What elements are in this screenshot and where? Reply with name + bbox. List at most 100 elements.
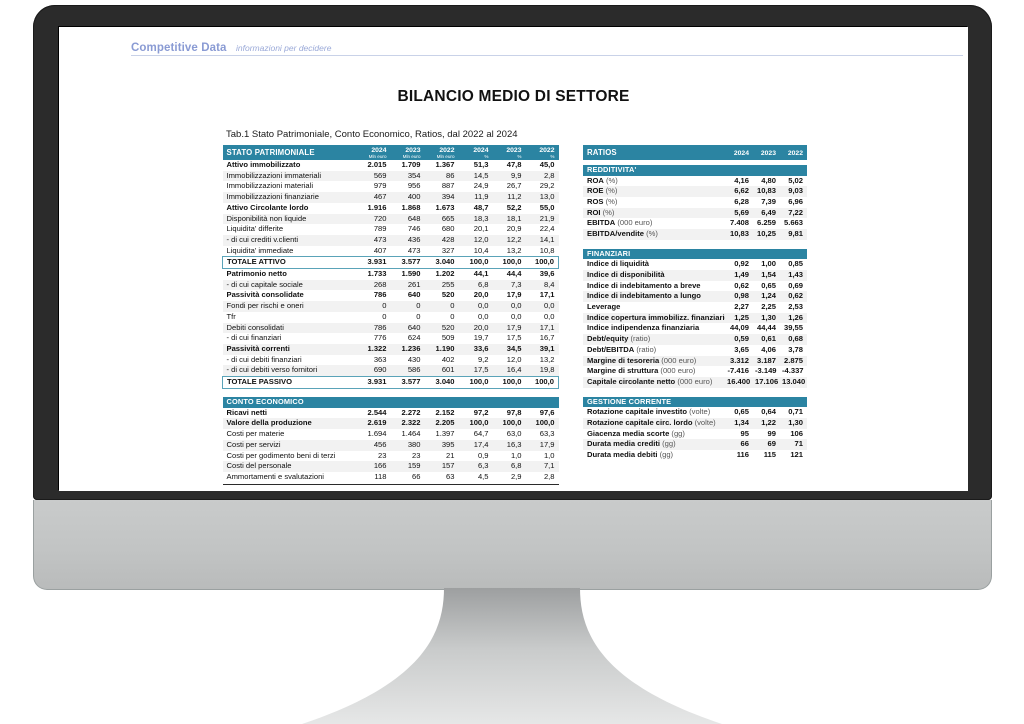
row-value-0: 3.931: [354, 256, 391, 270]
row-value-2: 63: [424, 471, 459, 483]
row-value-4: 17,5: [492, 333, 526, 344]
row-value-2: 2.875: [780, 355, 807, 367]
row-value-1: 6.259: [753, 218, 780, 230]
row-value-2: 1,43: [780, 269, 807, 281]
row-value-2: 6,96: [780, 196, 807, 208]
row-value-5: 63,3: [525, 429, 559, 440]
row-value-1: 1.868: [390, 202, 425, 214]
row-value-1: 115: [753, 449, 780, 461]
column-header-3: 2024%: [458, 145, 493, 160]
row-label: Costi per servizi: [222, 439, 355, 451]
row-value-2: 3.040: [424, 256, 459, 270]
row-value-5: 100,0: [525, 256, 559, 270]
row-label: ROE (%): [583, 186, 725, 197]
table-row: Indice di liquidità 0,92 1,00 0,85: [583, 259, 807, 270]
row-label: Debt/equity (ratio): [583, 334, 725, 345]
table-row: EBITDA (000 euro) 7.408 6.259 5.663: [583, 218, 807, 230]
row-value-1: 473: [390, 245, 425, 257]
row-label: Indice di indebitamento a breve: [583, 280, 725, 292]
row-value-2: 13.040: [780, 376, 807, 388]
row-label: Capitale circolante netto (000 euro): [583, 376, 725, 388]
row-value-2: 394: [424, 192, 459, 203]
row-value-2: 106: [780, 428, 807, 440]
row-value-0: 2,27: [725, 302, 753, 313]
table-row: ROI (%) 5,69 6,49 7,22: [583, 207, 807, 219]
row-value-3: 20,0: [458, 290, 493, 302]
table-bottom-rule: [222, 482, 559, 486]
row-value-2: 5.663: [780, 218, 807, 230]
row-label: Durata media crediti (gg): [583, 439, 725, 450]
row-value-2: 0,71: [780, 407, 807, 418]
table-row: ROE (%) 6,62 10,83 9,03: [583, 186, 807, 197]
row-value-0: 16.400: [725, 376, 753, 388]
row-value-4: 26,7: [492, 181, 526, 193]
row-value-2: 121: [780, 449, 807, 461]
table-row: Fondi per rischi e oneri 0 0 0 0,0 0,0 0,0: [222, 301, 559, 312]
row-value-1: 648: [390, 213, 425, 225]
row-value-2: 2,53: [780, 302, 807, 313]
row-value-5: 0,0: [525, 311, 559, 323]
row-value-1: 4,80: [753, 175, 780, 187]
row-value-2: 509: [424, 333, 459, 344]
table-row: Immobilizzazioni immateriali 569 354 86 14,5…: [222, 170, 559, 182]
row-value-1: 3.577: [390, 376, 425, 389]
table-row: Giacenza media scorte (gg) 95 99 106: [583, 428, 807, 440]
row-label: TOTALE ATTIVO: [222, 256, 355, 270]
row-value-4: 12,2: [492, 234, 526, 246]
row-value-2: 3.040: [424, 376, 459, 389]
section-band-1: FINANZIARI: [583, 248, 807, 260]
row-value-0: 95: [725, 428, 753, 440]
row-value-0: -7.416: [725, 366, 753, 377]
row-value-0: 116: [725, 449, 753, 461]
row-label: Indice di disponibilità: [583, 269, 725, 281]
table-row: TOTALE ATTIVO 3.931 3.577 3.040 100,0 100,0 10…: [222, 256, 559, 270]
row-label: - di cui capitale sociale: [222, 279, 355, 291]
row-label: EBITDA/vendite (%): [583, 229, 725, 240]
row-value-1: 261: [390, 279, 425, 291]
row-value-5: 8,4: [525, 279, 559, 291]
row-value-5: 100,0: [525, 376, 559, 389]
row-label: Attivo Circolante lordo: [222, 202, 355, 214]
row-value-3: 0,0: [458, 301, 493, 312]
section-spacer: [583, 387, 807, 397]
page-title: BILANCIO MEDIO DI SETTORE: [397, 88, 630, 105]
row-label: Leverage: [583, 302, 725, 313]
section-spacer: [222, 388, 559, 398]
table-row: Liquidita' differite 789 746 680 20,1 20,9 22,…: [222, 224, 559, 235]
row-value-2: 157: [424, 461, 459, 472]
row-label: Immobilizzazioni immateriali: [222, 170, 355, 182]
row-label: Immobilizzazioni finanziarie: [222, 192, 355, 203]
row-value-2: 255: [424, 279, 459, 291]
row-value-0: 1.733: [354, 268, 391, 280]
row-value-4: 100,0: [492, 376, 526, 389]
table-row: Margine di struttura (000 euro) -7.416 -3.…: [583, 366, 807, 377]
row-value-5: 97,6: [525, 407, 559, 419]
row-value-0: 1,49: [725, 269, 753, 281]
table-row: Ammortamenti e svalutazioni 118 66 63 4,5 2,9…: [222, 471, 559, 483]
row-label: Ammortamenti e svalutazioni: [222, 471, 355, 483]
row-value-3: 0,9: [458, 450, 493, 462]
row-value-5: 17,9: [525, 439, 559, 451]
row-value-0: 0,92: [725, 259, 753, 270]
row-value-5: 14,1: [525, 234, 559, 246]
table-row: Margine di tesoreria (000 euro) 3.312 3.18…: [583, 355, 807, 367]
row-value-0: 118: [354, 471, 391, 483]
row-value-1: 400: [390, 192, 425, 203]
row-value-0: 456: [354, 439, 391, 451]
row-value-1: 1,22: [753, 417, 780, 429]
monitor-screen: Competitive Data informazioni per decide…: [59, 27, 968, 491]
table-row: Durata media debiti (gg) 116 115 121: [583, 449, 807, 461]
row-label: ROI (%): [583, 207, 725, 219]
row-label: Rotazione capitale investito (volte): [583, 407, 725, 418]
row-value-3: 24,9: [458, 181, 493, 193]
row-value-4: 6,8: [492, 461, 526, 472]
table-row: Indice copertura immobilizz. finanziarie…: [583, 312, 807, 324]
row-value-1: 99: [753, 428, 780, 440]
table-row: Rotazione capitale circ. lordo (volte) 1,…: [583, 417, 807, 429]
row-value-0: 786: [354, 290, 391, 302]
row-value-5: 21,9: [525, 213, 559, 225]
row-value-4: 20,9: [492, 224, 526, 235]
row-value-4: 47,8: [492, 160, 526, 171]
row-label: Margine di tesoreria (000 euro): [583, 355, 725, 367]
